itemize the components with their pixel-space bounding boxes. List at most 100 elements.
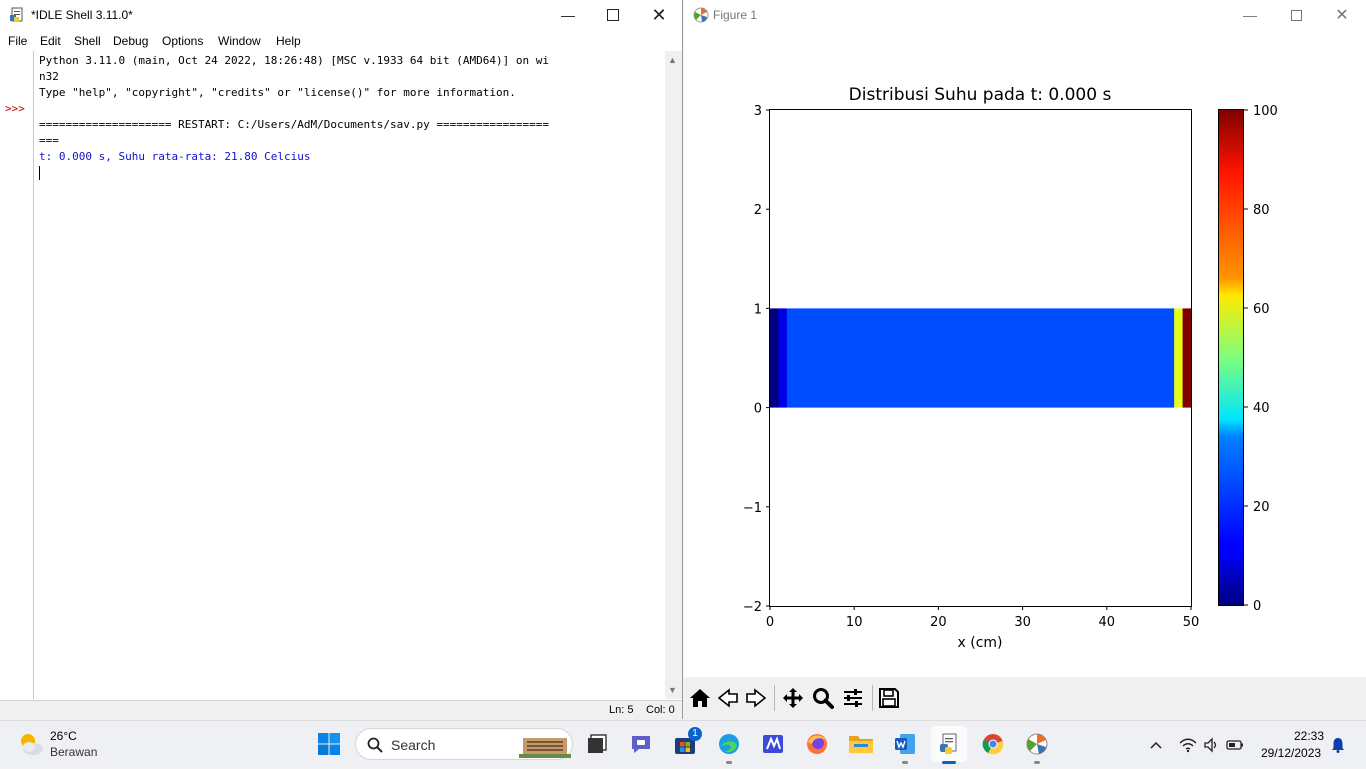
x-tick-label: 50 <box>1183 615 1200 630</box>
shell-line: Type "help", "copyright", "credits" or "… <box>39 86 516 99</box>
taskbar: 26°C Berawan Search <box>0 720 1366 768</box>
y-tick-label: 2 <box>754 203 762 218</box>
figure-minimize-button[interactable]: — <box>1227 0 1273 30</box>
start-button[interactable] <box>311 726 347 762</box>
colorbar-tick-label: 20 <box>1253 500 1270 515</box>
y-axis: 3 2 1 0 −1 −2 <box>743 104 770 615</box>
close-button[interactable]: ✕ <box>636 0 682 30</box>
home-icon[interactable] <box>689 687 711 709</box>
weather-widget[interactable]: 26°C Berawan <box>0 721 110 769</box>
x-tick-label: 20 <box>930 615 947 630</box>
prompt-gutter <box>0 51 34 699</box>
edge-browser-icon <box>719 734 739 754</box>
colorbar-axis: 100 80 60 40 20 0 <box>1244 104 1278 614</box>
shell-line: ==================== RESTART: C:/Users/A… <box>39 118 549 131</box>
heatmap-cell <box>1182 308 1192 408</box>
y-tick-label: −1 <box>743 501 762 516</box>
taskbar-app-pinned[interactable] <box>755 726 791 762</box>
x-tick-label: 40 <box>1099 615 1116 630</box>
heatmap-chart[interactable]: Distribusi Suhu pada t: 0.000 s 0 10 20 30 4… <box>684 30 1366 676</box>
scroll-down-icon[interactable]: ▼ <box>668 685 677 695</box>
menu-window[interactable]: Window <box>218 34 261 48</box>
status-line: Ln: 5 <box>609 704 634 716</box>
clock-time: 22:33 <box>1294 729 1325 743</box>
text-caret <box>39 166 40 180</box>
menu-file[interactable]: File <box>8 34 28 48</box>
figure-window-title: Figure 1 <box>713 8 758 22</box>
maximize-icon <box>607 9 619 21</box>
pan-icon[interactable] <box>782 687 804 709</box>
close-icon: ✕ <box>1335 7 1349 24</box>
taskbar-matplotlib[interactable] <box>1019 726 1055 764</box>
heatmap-cells <box>770 308 1192 408</box>
taskbar-firefox[interactable] <box>799 726 835 762</box>
x-tick-label: 0 <box>766 615 774 630</box>
volume-icon <box>1204 737 1217 753</box>
running-indicator <box>1034 761 1040 764</box>
idle-statusbar: Ln: 5 Col: 0 <box>0 700 682 720</box>
x-axis-label: x (cm) <box>958 635 1003 651</box>
taskbar-store[interactable]: 1 <box>667 726 703 762</box>
colorbar-tick-label: 0 <box>1253 599 1261 614</box>
menu-shell[interactable]: Shell <box>74 34 101 48</box>
zoom-icon[interactable] <box>812 687 834 709</box>
wifi-icon <box>1179 738 1197 753</box>
taskbar-word[interactable] <box>887 726 923 764</box>
heatmap-cell <box>770 308 779 408</box>
taskbar-file-explorer[interactable] <box>843 726 879 762</box>
task-view-icon <box>588 734 607 753</box>
chevron-up-icon[interactable] <box>1149 738 1163 752</box>
save-icon[interactable] <box>878 687 900 709</box>
weather-description: Berawan <box>50 745 98 759</box>
idle-shell-window: *IDLE Shell 3.11.0* — ✕ File Edit Shell … <box>0 0 683 720</box>
maximize-button[interactable] <box>590 0 636 30</box>
menu-help[interactable]: Help <box>276 34 301 48</box>
x-tick-label: 10 <box>846 615 863 630</box>
active-indicator <box>942 761 956 764</box>
back-icon[interactable] <box>717 687 739 709</box>
shell-text-area[interactable]: Python 3.11.0 (main, Oct 24 2022, 18:26:… <box>39 53 657 181</box>
minimize-icon: — <box>561 7 575 23</box>
minimize-button[interactable]: — <box>545 0 591 30</box>
taskbar-teams-chat[interactable] <box>623 726 659 762</box>
taskbar-idle[interactable] <box>931 726 967 764</box>
y-tick-label: 0 <box>754 402 762 417</box>
input-line[interactable] <box>39 165 657 181</box>
system-tray-quick-settings[interactable] <box>1176 729 1248 761</box>
taskbar-task-view[interactable] <box>579 726 615 762</box>
menu-debug[interactable]: Debug <box>113 34 149 48</box>
colorbar-tick-label: 60 <box>1253 302 1270 317</box>
shell-prompt: >>> <box>5 102 25 115</box>
taskbar-edge[interactable] <box>711 726 747 764</box>
search-label: Search <box>391 737 436 753</box>
toolbar-separator <box>872 685 873 711</box>
figure-titlebar[interactable]: Figure 1 — ✕ <box>684 0 1366 30</box>
maximize-icon <box>1290 9 1302 21</box>
figure-window: Figure 1 — ✕ Distribusi Suhu pada t: 0.0… <box>684 0 1366 719</box>
plot-frame <box>769 109 1192 607</box>
colorbar-tick-label: 40 <box>1253 401 1270 416</box>
shell-line: === <box>39 134 59 147</box>
configure-subplots-icon[interactable] <box>842 687 864 709</box>
shell-line: n32 <box>39 70 59 83</box>
y-tick-label: 3 <box>754 104 762 119</box>
colorbar <box>1218 109 1244 606</box>
vertical-scrollbar[interactable]: ▲ ▼ <box>665 51 682 699</box>
forward-icon[interactable] <box>745 687 767 709</box>
close-icon: ✕ <box>651 4 667 25</box>
notification-bell-icon[interactable] <box>1331 737 1345 753</box>
colorbar-tick-label: 100 <box>1253 104 1278 119</box>
figure-close-button[interactable]: ✕ <box>1319 0 1365 30</box>
folder-icon <box>849 736 873 753</box>
scroll-up-icon[interactable]: ▲ <box>668 55 677 65</box>
status-column: Col: 0 <box>646 704 675 716</box>
idle-titlebar[interactable]: *IDLE Shell 3.11.0* — ✕ <box>0 0 682 30</box>
figure-maximize-button[interactable] <box>1273 0 1319 30</box>
chat-icon <box>632 736 650 753</box>
menu-edit[interactable]: Edit <box>40 34 61 48</box>
matplotlib-app-icon <box>693 7 709 23</box>
running-indicator <box>902 761 908 764</box>
taskbar-chrome[interactable] <box>975 726 1011 762</box>
menu-options[interactable]: Options <box>162 34 204 48</box>
taskbar-search[interactable]: Search <box>355 728 573 760</box>
